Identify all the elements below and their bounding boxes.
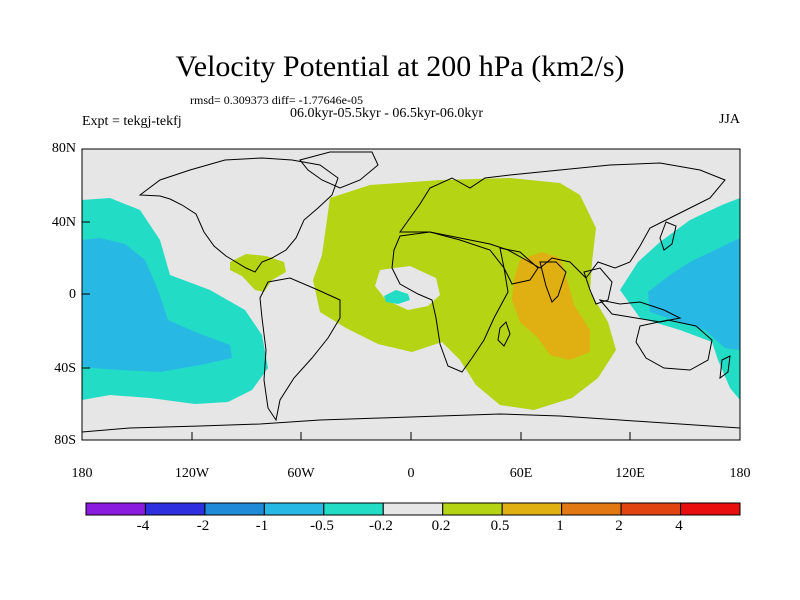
x-tick-label: 60W [287,466,315,481]
colorbar-swatch [442,502,503,516]
x-tick-label: 0 [407,466,415,481]
colorbar-swatch [501,502,563,516]
x-tick-label: 180 [71,466,93,481]
colorbar-label: -2 [196,518,210,534]
coast-indonesia [598,299,682,323]
map-title: Velocity Potential at 200 hPa (km2/s) [175,50,625,83]
y-tick-label: 40N [51,215,76,230]
coast-south-america [259,277,341,422]
contour-neg-east-inner [648,238,740,350]
axis-ticks [81,148,741,441]
coast-africa [391,231,509,373]
y-tick-label: 80S [54,433,76,448]
y-tick-label: 40S [54,361,76,376]
coast-madagascar [497,321,511,347]
coastlines [82,151,740,433]
colorbar-label: 0.2 [431,518,451,534]
experiment-label: Expt = tekgj-tekfj [82,114,182,129]
coast-arabia [499,247,539,285]
contour-pos-caribbean [230,254,286,292]
colorbar-label: -0.2 [369,518,393,534]
colorbar-swatch [263,502,325,516]
coast-japan [659,221,677,251]
colorbar-label: -1 [255,518,269,534]
y-tick-label: 80N [51,141,76,156]
coast-antarctica [82,413,740,433]
coast-indochina [583,267,613,305]
season-label: JJA [718,112,740,127]
map-panel [82,149,740,440]
colorbar-swatch [144,502,206,516]
colorbar-swatch [561,502,622,516]
x-tick-label: 120W [174,466,210,481]
coast-new-zealand [719,355,731,380]
contour-neg-atlantic-small [384,290,410,304]
colorbar [85,502,741,516]
contour-neg-west-inner [82,238,232,372]
stats-text: rmsd= 0.309373 diff= -1.77646e-05 [190,93,363,107]
period-text: 06.0kyr-05.5kyr - 06.5kyr-06.0kyr [290,106,484,121]
x-tick-label: 120E [615,466,645,481]
x-tick-label: 60E [509,466,533,481]
y-tick-label: 0 [69,287,76,302]
colorbar-label: -0.5 [310,518,334,534]
colorbar-swatch [85,502,146,516]
colorbar-label: 2 [615,518,623,534]
colorbar-swatch [323,502,384,516]
coast-europe-asia [399,162,726,279]
coast-india [539,261,567,303]
colorbar-label: -4 [136,518,150,534]
colorbar-label: 0.5 [490,518,510,534]
colorbar-swatch [204,502,265,516]
contour-pos-indian [512,252,590,360]
colorbar-label: 4 [675,518,683,534]
colorbar-swatch [620,502,682,516]
colorbar-swatch [382,502,444,516]
x-tick-label: 180 [729,466,751,481]
colorbar-swatch [680,502,741,516]
coast-greenland [299,151,379,189]
coast-north-america [138,157,339,273]
coast-australia [635,319,713,371]
contour-pos-main [313,178,616,410]
colorbar-label: 1 [556,518,564,534]
